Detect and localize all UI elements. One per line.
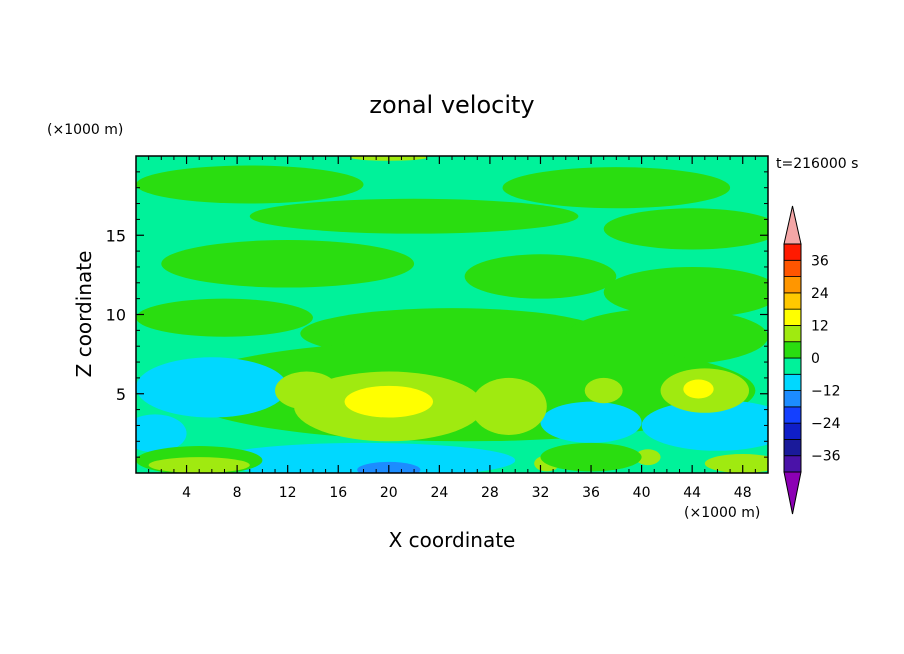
field-region-14 <box>540 401 642 443</box>
field-region-8 <box>136 298 313 337</box>
colorbar-swatch <box>783 308 802 326</box>
x-tick-label: 24 <box>430 485 448 501</box>
x-axis-label: X coordinate <box>389 528 516 552</box>
colorbar-tick-label: 12 <box>811 318 829 334</box>
y-axis-label: Z coordinate <box>72 251 96 378</box>
field-region-6 <box>464 254 617 299</box>
colorbar-tick-label: 36 <box>811 253 829 269</box>
field-region-20 <box>584 377 623 404</box>
velocity-field <box>136 156 768 473</box>
colorbar: 36 24 12 0 −12 −24 −36 <box>783 205 841 515</box>
y-tick-label: 15 <box>106 226 126 245</box>
colorbar-swatch <box>783 390 802 408</box>
field-region-21 <box>344 385 434 418</box>
y-tick-label: 5 <box>116 385 126 404</box>
x-axis: 4 8 12 16 20 24 28 32 36 40 44 48 <box>148 156 756 501</box>
field-region-17 <box>275 371 339 410</box>
field-region-2 <box>502 167 731 209</box>
colorbar-swatch <box>783 373 802 391</box>
chart-title: zonal velocity <box>369 91 534 119</box>
colorbar-swatch <box>783 439 802 457</box>
y-tick-label: 10 <box>106 306 126 325</box>
x-tick-label: 32 <box>532 485 550 501</box>
colorbar-swatch <box>783 243 802 261</box>
colorbar-swatch <box>783 357 802 375</box>
colorbar-swatch <box>783 259 802 277</box>
x-tick-label: 28 <box>481 485 499 501</box>
field-region-13 <box>641 400 768 451</box>
field-region-5 <box>161 240 415 288</box>
colorbar-swatch <box>783 422 802 440</box>
time-label: t=216000 s <box>776 156 858 172</box>
x-tick-label: 40 <box>633 485 651 501</box>
colorbar-swatch <box>783 292 802 310</box>
colorbar-under-triangle <box>783 471 802 515</box>
field-region-12 <box>136 357 288 418</box>
field-region-15 <box>136 414 187 453</box>
x-tick-label: 12 <box>279 485 297 501</box>
x-tick-label: 44 <box>683 485 701 501</box>
field-region-27 <box>704 453 768 473</box>
x-tick-label: 4 <box>182 485 191 501</box>
colorbar-swatch <box>783 276 802 294</box>
x-tick-label: 8 <box>233 485 242 501</box>
y-unit-label: (×1000 m) <box>47 122 123 138</box>
field-region-22 <box>683 379 714 399</box>
colorbar-tick-label: 24 <box>811 286 829 302</box>
y-axis: 5 10 15 <box>106 171 768 458</box>
colorbar-swatch <box>783 406 802 424</box>
colorbar-tick-label: −36 <box>811 449 841 465</box>
field-region-4 <box>603 208 768 250</box>
x-tick-label: 36 <box>582 485 600 501</box>
colorbar-tick-label: −12 <box>811 384 841 400</box>
field-region-18 <box>470 377 547 435</box>
x-unit-label: (×1000 m) <box>684 505 760 521</box>
x-tick-label: 20 <box>380 485 398 501</box>
colorbar-tick-label: 0 <box>811 351 820 367</box>
field-region-7 <box>603 266 768 318</box>
x-tick-label: 48 <box>734 485 752 501</box>
colorbar-frame <box>783 243 802 473</box>
field-region-29 <box>635 449 661 466</box>
colorbar-swatch <box>783 341 802 359</box>
colorbar-swatch <box>783 325 802 343</box>
colorbar-swatch <box>783 455 802 473</box>
field-region-1 <box>136 165 364 204</box>
x-tick-label: 16 <box>329 485 347 501</box>
field-region-30 <box>540 442 642 472</box>
field-region-3 <box>249 198 579 234</box>
colorbar-tick-label: −24 <box>811 416 841 432</box>
colorbar-over-triangle <box>783 205 802 245</box>
